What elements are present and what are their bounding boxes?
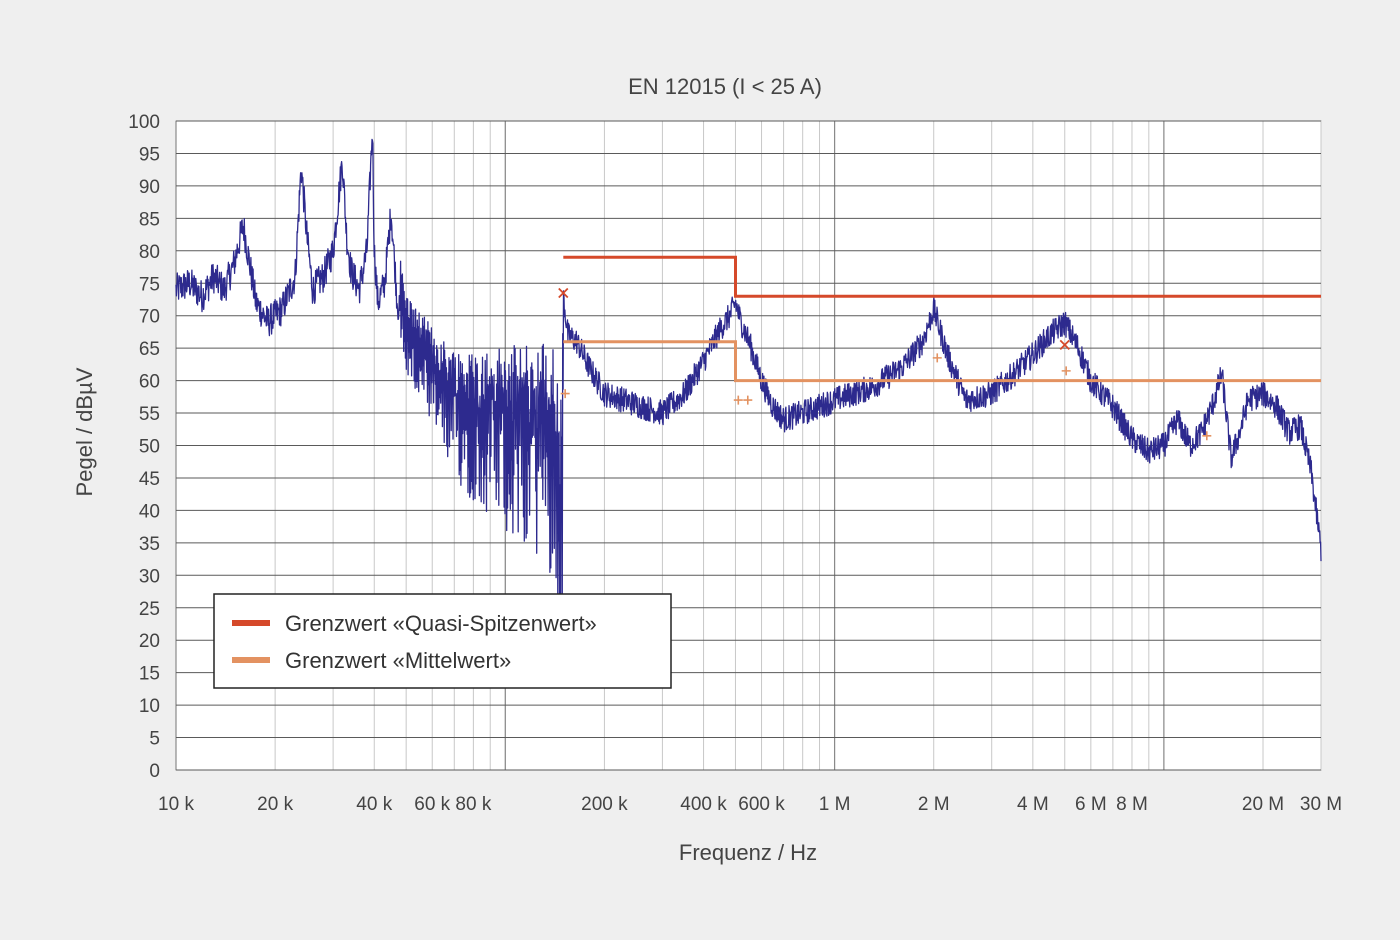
x-tick-label: 80 k: [455, 794, 491, 815]
x-tick-label: 60 k: [414, 794, 450, 815]
legend-box: [213, 593, 672, 689]
y-tick-label: 70: [139, 307, 160, 328]
y-tick-label: 25: [139, 599, 160, 620]
legend: Grenzwert «Quasi-Spitzenwert» Grenzwert …: [213, 593, 672, 689]
x-tick-label: 2 M: [918, 794, 950, 815]
y-tick-label: 85: [139, 209, 160, 230]
y-tick-label: 90: [139, 177, 160, 198]
y-tick-label: 0: [149, 761, 160, 782]
x-tick-label: 20 k: [257, 794, 293, 815]
y-tick-label: 40: [139, 501, 160, 522]
quasi-peak-marker: [558, 287, 569, 299]
x-tick-label: 8 M: [1116, 794, 1148, 815]
x-tick-label: 600 k: [738, 794, 785, 815]
average-marker: [1202, 431, 1212, 441]
average-marker: [743, 395, 753, 405]
average-marker: [560, 389, 570, 399]
y-tick-label: 95: [139, 144, 160, 165]
chart-title: EN 12015 (I < 25 A): [628, 74, 822, 99]
average-marker: [733, 395, 743, 405]
y-tick-label: 60: [139, 372, 160, 393]
y-tick-label: 30: [139, 566, 160, 587]
x-tick-label: 4 M: [1017, 794, 1049, 815]
x-axis-title: Frequenz / Hz: [679, 840, 817, 865]
legend-label-average: Grenzwert «Mittelwert»: [285, 648, 511, 673]
y-axis-title: Pegel / dBµV: [72, 367, 97, 496]
average-marker: [1061, 366, 1071, 376]
series-layer: [175, 138, 1322, 636]
y-tick-label: 80: [139, 242, 160, 263]
x-tick-label: 30 M: [1300, 794, 1342, 815]
average-marker: [932, 353, 942, 363]
x-tick-label: 40 k: [356, 794, 392, 815]
measured-trace: [175, 138, 1322, 636]
quasi-peak-marker: [1059, 339, 1070, 351]
x-tick-label: 400 k: [680, 794, 727, 815]
axis-ticks: 0 5 10 15 20 25 30 35 40 45 50 55 60 65 70 75 80 85 90 95 10…: [128, 112, 1342, 815]
y-tick-label: 55: [139, 404, 160, 425]
limit-line-quasi-peak: [563, 255, 1321, 298]
y-tick-label: 50: [139, 437, 160, 458]
y-tick-label: 10: [139, 696, 160, 717]
limit-line-average: [563, 340, 1321, 383]
y-tick-label: 75: [139, 274, 160, 295]
x-tick-label: 6 M: [1075, 794, 1107, 815]
x-tick-label: 1 M: [819, 794, 851, 815]
y-tick-label: 100: [128, 112, 160, 133]
y-tick-label: 45: [139, 469, 160, 490]
y-tick-label: 65: [139, 339, 160, 360]
x-tick-label: 200 k: [581, 794, 628, 815]
legend-label-quasi-peak: Grenzwert «Quasi-Spitzenwert»: [285, 611, 597, 636]
x-tick-label: 20 M: [1242, 794, 1284, 815]
y-tick-label: 5: [149, 729, 160, 750]
y-tick-label: 15: [139, 664, 160, 685]
y-tick-label: 20: [139, 631, 160, 652]
y-tick-label: 35: [139, 534, 160, 555]
x-tick-label: 10 k: [158, 794, 194, 815]
